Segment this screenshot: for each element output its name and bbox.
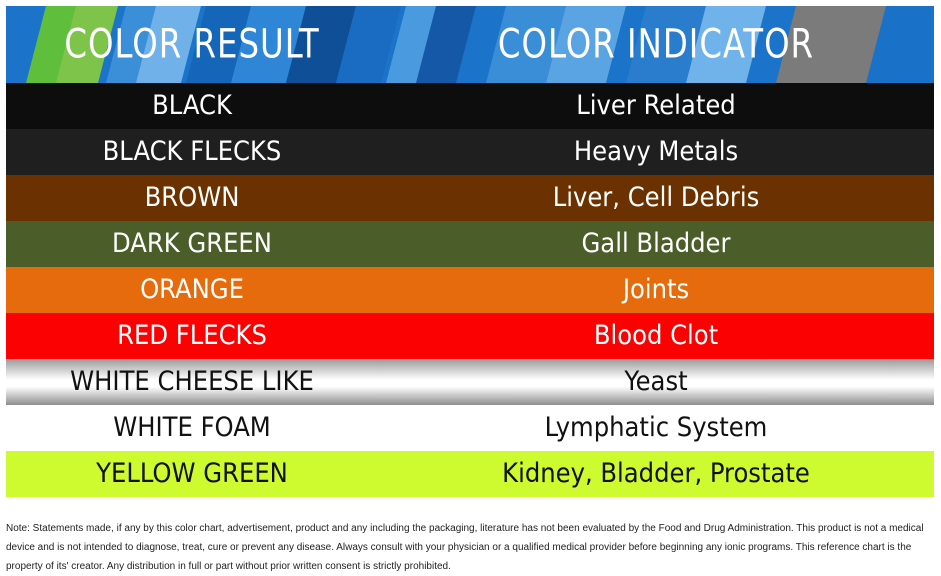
color-result-cell: DARK GREEN bbox=[112, 228, 272, 259]
table-row: BLACK Liver Related bbox=[6, 83, 934, 129]
table-row: BROWN Liver, Cell Debris bbox=[6, 175, 934, 221]
table-row: WHITE CHEESE LIKE PARTICLES Yeast bbox=[6, 359, 934, 443]
table-row: WHITE FOAM Lymphatic System bbox=[6, 405, 934, 451]
color-result-cell: YELLOW GREEN bbox=[96, 458, 288, 489]
color-indicator-cell: Yeast bbox=[624, 366, 688, 397]
table-row: RED FLECKS Blood Clot bbox=[6, 313, 934, 359]
color-indicator-cell: Kidney, Bladder, Prostate bbox=[502, 458, 810, 489]
disclaimer-note: Note: Statements made, if any by this co… bbox=[6, 523, 924, 572]
header-stripes-graphic bbox=[6, 6, 934, 83]
chart-header: COLOR RESULT COLOR INDICATOR bbox=[6, 6, 934, 83]
table-row: BLACK FLECKS Heavy Metals bbox=[6, 129, 934, 175]
color-indicator-cell: Liver, Cell Debris bbox=[552, 182, 760, 213]
header-color-indicator: COLOR INDICATOR bbox=[497, 21, 815, 68]
color-result-cell: BLACK bbox=[152, 90, 232, 121]
table-row: DARK GREEN Gall Bladder bbox=[6, 221, 934, 267]
color-indicator-cell: Heavy Metals bbox=[573, 136, 739, 167]
color-result-cell: BROWN bbox=[144, 182, 240, 213]
color-result-cell: WHITE CHEESE LIKE PARTICLES bbox=[70, 366, 314, 443]
color-indicator-cell: Liver Related bbox=[576, 90, 736, 121]
color-indicator-cell: Gall Bladder bbox=[581, 228, 731, 259]
color-result-cell: RED FLECKS bbox=[117, 320, 267, 351]
color-result-cell: WHITE FOAM bbox=[113, 412, 271, 443]
color-result-cell: BLACK FLECKS bbox=[102, 136, 282, 167]
color-indicator-cell: Blood Clot bbox=[593, 320, 719, 351]
table-row: ORANGE Joints bbox=[6, 267, 934, 313]
table-row: YELLOW GREEN Kidney, Bladder, Prostate bbox=[6, 451, 934, 497]
color-result-cell: ORANGE bbox=[140, 274, 244, 305]
color-indicator-cell: Joints bbox=[622, 274, 690, 305]
header-color-result: COLOR RESULT bbox=[64, 21, 320, 68]
color-indicator-cell: Lymphatic System bbox=[544, 412, 768, 443]
color-chart: COLOR RESULT COLOR INDICATOR BLACK Liver… bbox=[6, 6, 934, 497]
